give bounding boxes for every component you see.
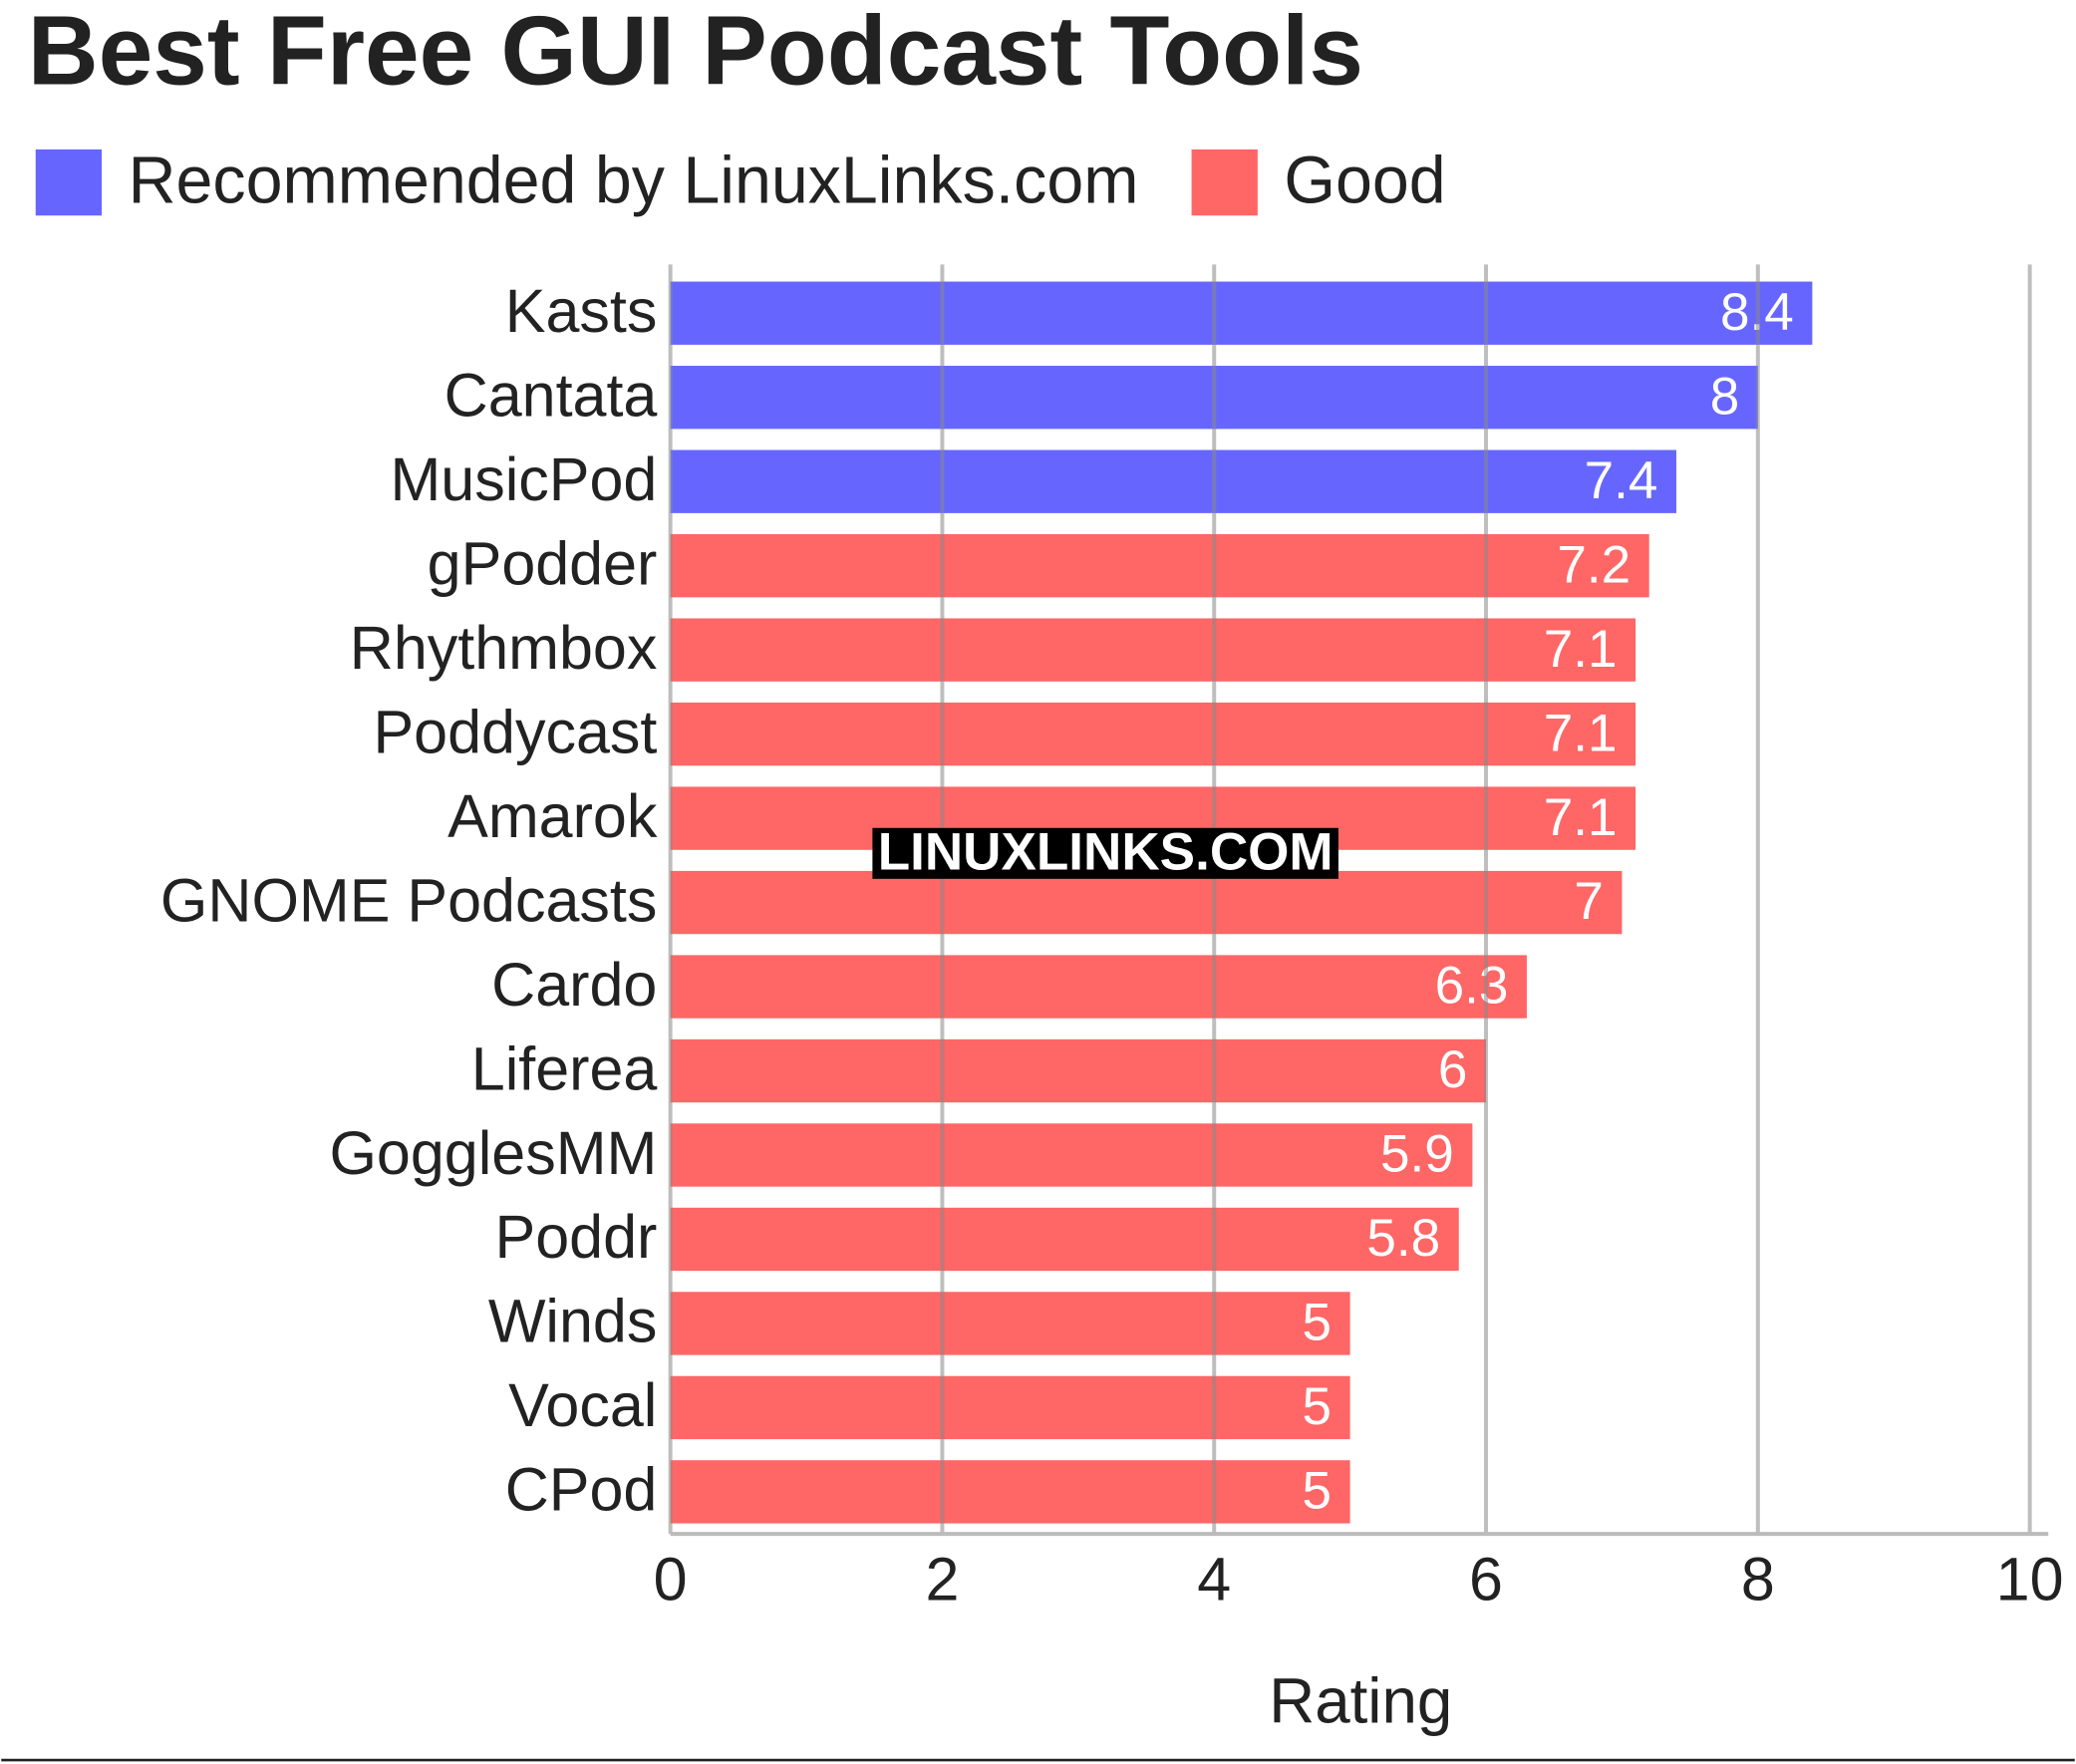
legend-swatch (35, 148, 103, 216)
value-label: 7.4 (1585, 451, 1658, 510)
bar (670, 281, 1813, 345)
x-tick-label: 10 (1996, 1546, 2064, 1614)
legend-swatch (1191, 148, 1258, 216)
x-tick-label: 0 (654, 1546, 688, 1614)
y-tick-label: Winds (488, 1288, 658, 1355)
value-label: 5 (1303, 1462, 1333, 1521)
bar (670, 1038, 1487, 1103)
value-label: 7 (1574, 872, 1604, 931)
y-tick-label: gPodder (428, 529, 658, 597)
bar (670, 702, 1636, 766)
y-tick-label: MusicPod (390, 445, 657, 513)
y-tick-label: Liferea (471, 1034, 658, 1102)
x-tick-label: 8 (1741, 1546, 1775, 1614)
value-label: 5 (1303, 1377, 1333, 1436)
bar (670, 870, 1623, 935)
legend-label: Good (1284, 144, 1445, 217)
bar (670, 1292, 1350, 1355)
y-tick-label: GNOME Podcasts (160, 866, 657, 934)
value-label: 7.1 (1544, 788, 1618, 847)
y-tick-label: Poddycast (373, 698, 657, 765)
y-tick-label: Amarok (447, 782, 658, 850)
value-label: 6.3 (1435, 957, 1509, 1016)
value-label: 7.2 (1557, 535, 1631, 594)
value-label: 8 (1710, 367, 1740, 426)
bar (670, 1123, 1473, 1187)
y-tick-label: Cardo (491, 951, 657, 1019)
x-tick-label: 4 (1197, 1546, 1231, 1614)
y-tick-label: GogglesMM (329, 1119, 657, 1187)
value-label: 7.1 (1544, 704, 1618, 762)
watermark: LINUXLINKS.COM (872, 822, 1338, 881)
value-label: 5.9 (1380, 1125, 1454, 1184)
value-label: 5.8 (1366, 1209, 1440, 1268)
watermark-text: LINUXLINKS.COM (878, 822, 1334, 881)
bar (670, 1207, 1459, 1272)
value-label: 7.1 (1544, 620, 1618, 679)
x-tick-label: 2 (925, 1546, 959, 1614)
y-tick-label: CPod (505, 1456, 658, 1524)
chart-title: Best Free GUI Podcast Tools (28, 0, 1363, 105)
bar (670, 449, 1676, 513)
bar (670, 533, 1649, 598)
x-axis-label: Rating (1269, 1665, 1452, 1736)
watermark-bg (872, 827, 1338, 879)
y-tick-label: Cantata (445, 361, 658, 429)
y-tick-label: Vocal (508, 1371, 657, 1439)
y-tick-label: Kasts (505, 277, 658, 345)
bar (670, 955, 1527, 1019)
value-label: 5 (1303, 1294, 1333, 1352)
bar (670, 1460, 1350, 1524)
value-label: 6 (1438, 1040, 1468, 1099)
legend-label: Recommended by LinuxLinks.com (129, 144, 1139, 217)
y-tick-label: Rhythmbox (350, 614, 658, 682)
bar (670, 1375, 1350, 1440)
x-tick-label: 6 (1469, 1546, 1503, 1614)
bar (670, 618, 1636, 682)
y-tick-label: Poddr (495, 1203, 658, 1271)
